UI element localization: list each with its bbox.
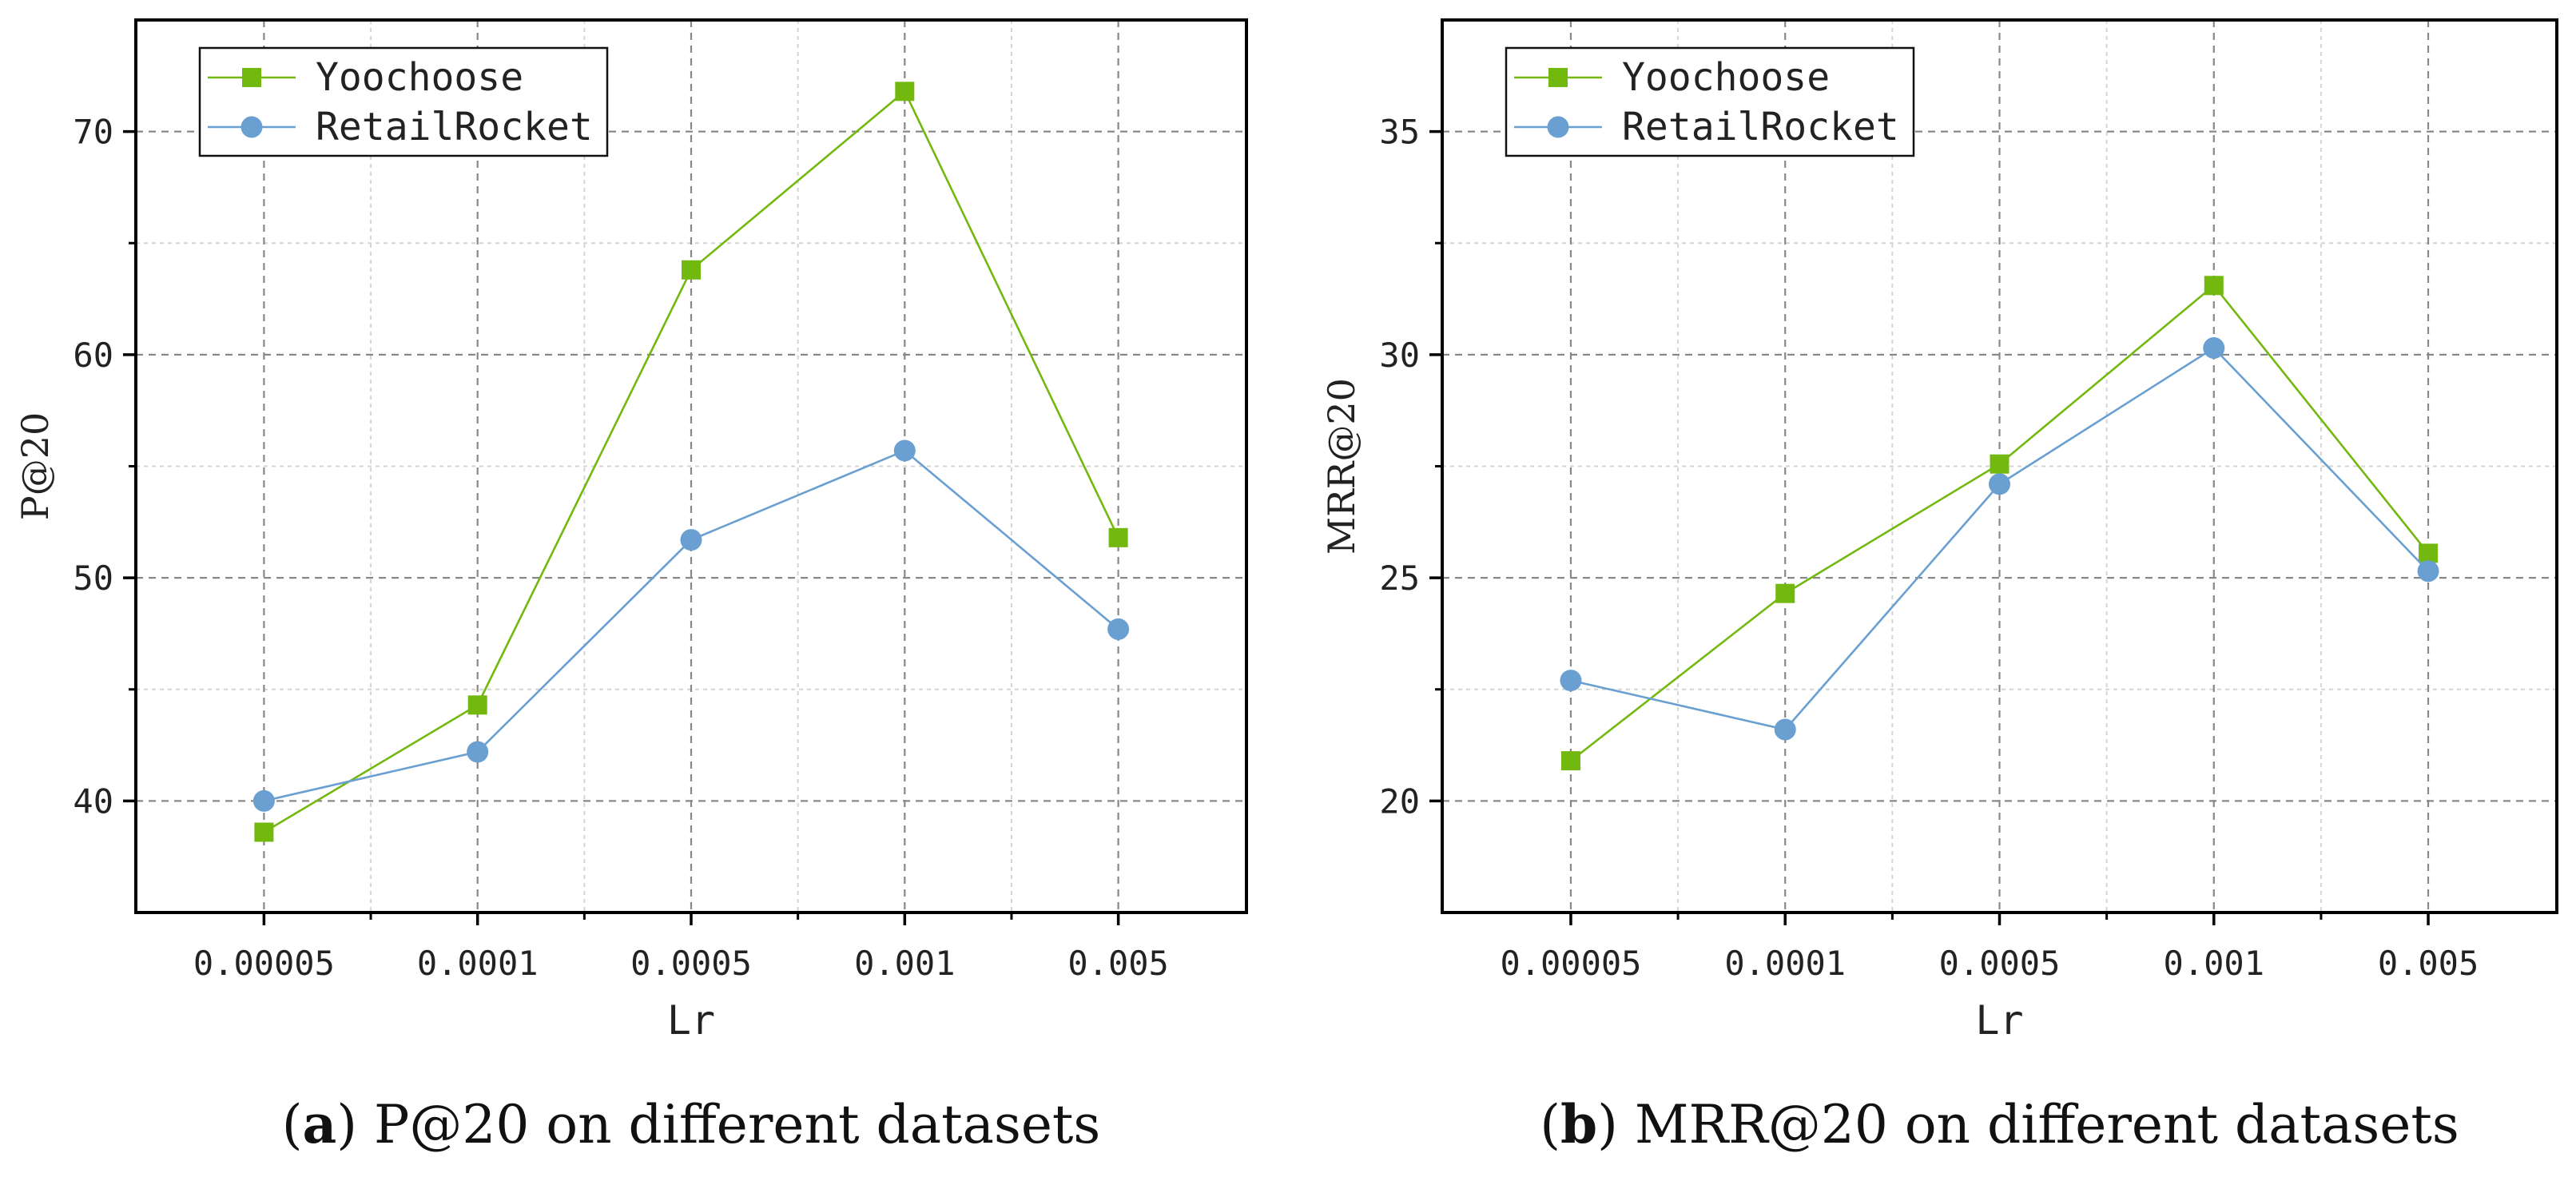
data-point-retailrocket xyxy=(1107,618,1130,640)
x-tick-label: 0.005 xyxy=(1067,944,1168,983)
y-axis-label: P@20 xyxy=(14,412,57,520)
data-point-yoochoose xyxy=(1775,583,1795,603)
data-point-retailrocket xyxy=(467,741,489,763)
data-point-yoochoose xyxy=(1990,454,2010,474)
data-point-yoochoose xyxy=(2419,543,2439,563)
x-tick-label: 0.0001 xyxy=(417,944,539,983)
y-tick-label: 60 xyxy=(73,336,113,375)
y-tick-label: 50 xyxy=(73,559,113,598)
data-point-retailrocket xyxy=(2203,336,2225,359)
legend-label-yoochoose: Yoochoose xyxy=(1622,55,1830,100)
x-tick-label: 0.0001 xyxy=(1724,944,1846,983)
x-tick-label: 0.001 xyxy=(854,944,955,983)
data-point-yoochoose xyxy=(1108,527,1128,547)
caption-caption-rest: ) P@20 on different datasets xyxy=(336,1094,1100,1155)
x-tick-label: 0.001 xyxy=(2164,944,2264,983)
y-tick-label: 30 xyxy=(1379,336,1420,375)
data-point-yoochoose xyxy=(467,695,487,715)
data-point-retailrocket xyxy=(2417,560,2439,583)
y-tick-label: 25 xyxy=(1379,559,1420,598)
panel-caption: (a) P@20 on different datasets xyxy=(282,1093,1101,1155)
chart-panel-b: 20 25 30 35 0.00005 0.0001 0.0005 0.001 0.005 Lr M… xyxy=(1320,18,2558,1155)
legend: Yoochoose RetailRocket xyxy=(1505,46,1915,157)
legend-box xyxy=(198,46,609,157)
x-tick-label: 0.005 xyxy=(2378,944,2479,983)
y-tick-label: 40 xyxy=(73,781,113,821)
x-tick-label: 0.0005 xyxy=(630,944,752,983)
legend-marker-yoochoose xyxy=(1548,68,1568,87)
y-tick-label: 70 xyxy=(73,113,113,152)
legend-marker-retailrocket xyxy=(1547,116,1569,138)
x-tick-label: 0.00005 xyxy=(1500,944,1641,983)
legend-label-yoochoose: Yoochoose xyxy=(316,55,523,100)
y-tick-label: 35 xyxy=(1379,113,1420,152)
data-point-retailrocket xyxy=(1989,473,2010,495)
legend-label-retailrocket: RetailRocket xyxy=(1622,105,1899,149)
data-point-yoochoose xyxy=(2204,276,2224,296)
x-tick-label: 0.00005 xyxy=(193,944,335,983)
y-axis-label: MRR@20 xyxy=(1320,378,1363,555)
legend-box xyxy=(1505,46,1915,157)
x-axis-label: Lr xyxy=(1975,997,2023,1044)
x-axis-label: Lr xyxy=(667,997,715,1044)
caption-caption-letter: b xyxy=(1560,1093,1597,1155)
data-point-retailrocket xyxy=(1774,718,1796,741)
panel-caption: (b) MRR@20 on different datasets xyxy=(1540,1093,2459,1155)
x-tick-label: 0.0005 xyxy=(1939,944,2061,983)
data-point-yoochoose xyxy=(682,260,701,280)
data-point-retailrocket xyxy=(252,789,275,812)
data-point-yoochoose xyxy=(1560,751,1580,771)
caption-caption-prefix: ( xyxy=(1540,1094,1560,1155)
chart-panel-a: 40 50 60 70 0.00005 0.0001 0.0005 0.001 0.005 Lr P… xyxy=(14,18,1248,1155)
caption-caption-letter: a xyxy=(302,1093,336,1155)
legend: Yoochoose RetailRocket xyxy=(198,46,609,157)
caption-caption-prefix: ( xyxy=(282,1094,303,1155)
legend-marker-retailrocket xyxy=(241,116,263,138)
caption-caption-rest: ) MRR@20 on different datasets xyxy=(1597,1094,2459,1155)
data-point-retailrocket xyxy=(893,439,916,462)
legend-label-retailrocket: RetailRocket xyxy=(316,105,593,149)
data-point-retailrocket xyxy=(680,529,702,551)
legend-marker-yoochoose xyxy=(242,68,261,87)
data-point-yoochoose xyxy=(895,82,915,101)
y-tick-label: 20 xyxy=(1379,781,1420,821)
data-point-yoochoose xyxy=(254,822,274,842)
data-point-retailrocket xyxy=(1560,670,1582,692)
